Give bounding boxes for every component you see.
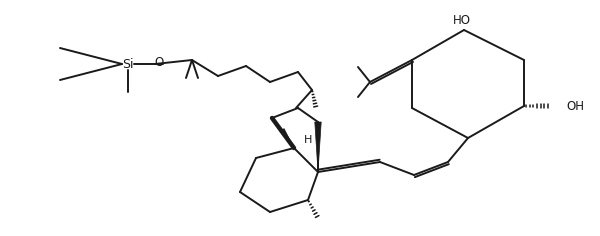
Text: O: O xyxy=(154,55,164,68)
Text: H: H xyxy=(304,135,313,145)
Polygon shape xyxy=(280,129,294,148)
Text: OH: OH xyxy=(566,100,584,113)
Text: HO: HO xyxy=(453,14,471,28)
Polygon shape xyxy=(315,122,321,172)
Text: Si: Si xyxy=(122,58,134,71)
